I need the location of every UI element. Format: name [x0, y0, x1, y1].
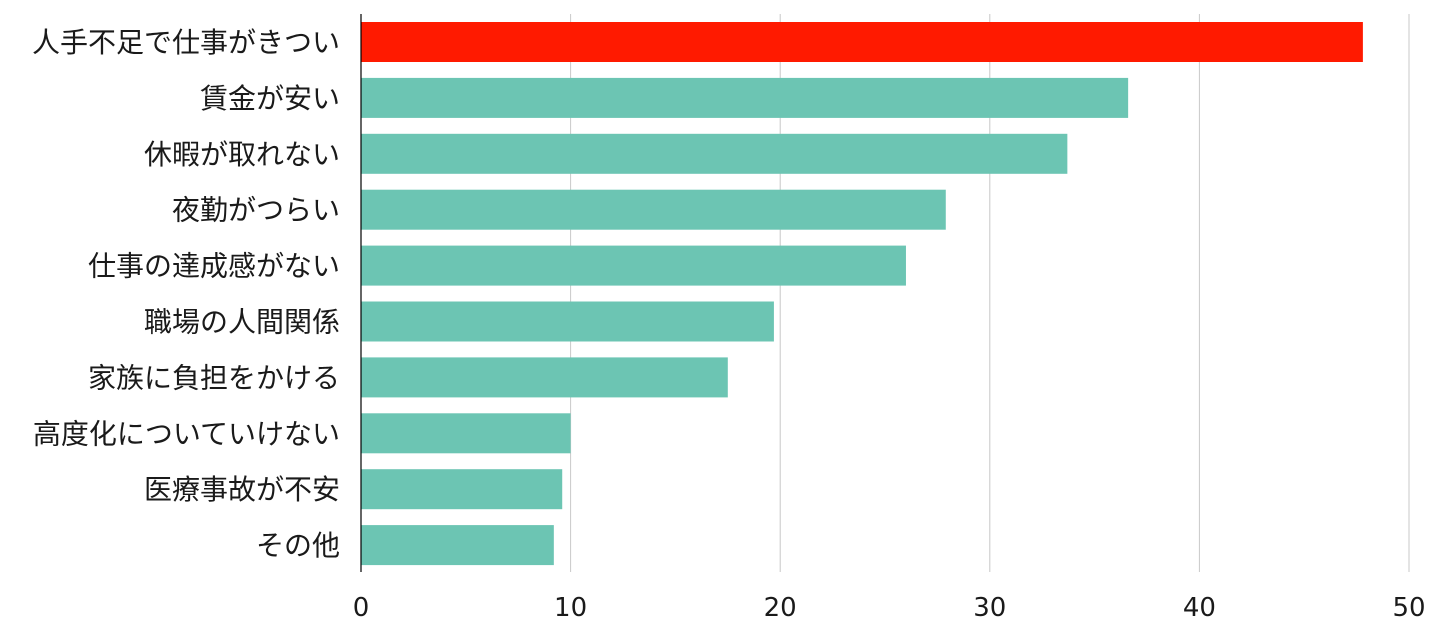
bars	[361, 22, 1363, 566]
category-labels: 人手不足で仕事がきつい賃金が安い休暇が取れない夜勤がつらい仕事の達成感がない職場…	[32, 26, 340, 562]
x-tick-label: 0	[353, 593, 370, 623]
bar	[361, 469, 563, 510]
category-label: 高度化についていけない	[33, 417, 340, 450]
category-label: 人手不足で仕事がきつい	[32, 26, 340, 59]
category-label: その他	[256, 529, 340, 562]
bar	[361, 77, 1129, 118]
category-label: 休暇が取れない	[144, 138, 340, 171]
category-label: 家族に負担をかける	[88, 361, 340, 394]
x-tick-label: 50	[1392, 593, 1425, 623]
x-tick-label: 10	[554, 593, 587, 623]
x-tick-label: 20	[764, 593, 797, 623]
bar	[361, 245, 906, 286]
category-label: 賃金が安い	[200, 82, 340, 115]
category-label: 夜勤がつらい	[172, 194, 340, 227]
bar	[361, 301, 774, 342]
category-label: 仕事の達成感がない	[88, 250, 340, 283]
x-axis-tick-labels: 0 10 20 30 40 50	[353, 593, 1426, 623]
bar	[361, 413, 571, 454]
bar	[361, 189, 946, 230]
bar	[361, 357, 728, 398]
category-label: 職場の人間関係	[144, 306, 340, 339]
x-tick-label: 30	[973, 593, 1006, 623]
bar	[361, 22, 1363, 62]
bar	[361, 525, 554, 566]
category-label: 医療事故が不安	[144, 473, 340, 506]
x-tick-label: 40	[1183, 593, 1216, 623]
bar	[361, 133, 1068, 174]
